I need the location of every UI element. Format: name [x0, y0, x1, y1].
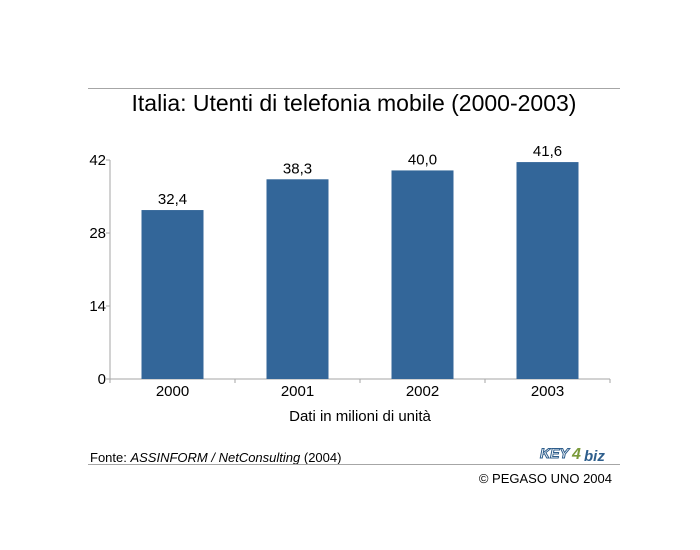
- y-tick-label: 14: [89, 298, 106, 315]
- key4biz-logo: KEY 4 biz: [540, 445, 606, 466]
- y-axis: 0 14 28 42: [89, 152, 111, 388]
- value-labels-group: 32,4 38,3 40,0 41,6: [158, 143, 562, 208]
- x-axis: 2000 2001 2002 2003: [109, 378, 611, 400]
- source-prefix: Fonte:: [90, 450, 131, 465]
- y-tick-label: 0: [98, 371, 106, 388]
- copyright: © PEGASO UNO 2004: [478, 471, 612, 486]
- x-tick-label: 2002: [406, 383, 439, 400]
- x-axis-title: Dati in milioni di unità: [289, 408, 431, 425]
- bars-group: [141, 162, 579, 379]
- logo-key: KEY: [540, 445, 570, 461]
- x-tick-label: 2001: [281, 383, 314, 400]
- y-tick-label: 42: [89, 152, 106, 169]
- bar-value-label: 40,0: [408, 151, 437, 168]
- source-year: (2004): [300, 450, 342, 465]
- bottom-rule: [88, 464, 620, 465]
- bar-value-label: 32,4: [158, 191, 187, 208]
- logo-biz: biz: [584, 448, 605, 465]
- top-rule: [88, 88, 620, 89]
- bar: [391, 170, 454, 379]
- bar: [266, 179, 329, 379]
- x-tick-label: 2000: [156, 383, 189, 400]
- bar: [516, 162, 579, 379]
- y-tick-label: 28: [89, 225, 106, 242]
- x-tick-label: 2003: [531, 383, 564, 400]
- source-note: Fonte: ASSINFORM / NetConsulting (2004): [90, 450, 341, 465]
- chart-title: Italia: Utenti di telefonia mobile (2000…: [131, 90, 577, 116]
- bar-value-label: 41,6: [533, 143, 562, 160]
- logo-num: 4: [571, 446, 581, 463]
- source-name: ASSINFORM / NetConsulting: [130, 450, 301, 465]
- bar-value-label: 38,3: [283, 160, 312, 177]
- bar: [141, 210, 204, 379]
